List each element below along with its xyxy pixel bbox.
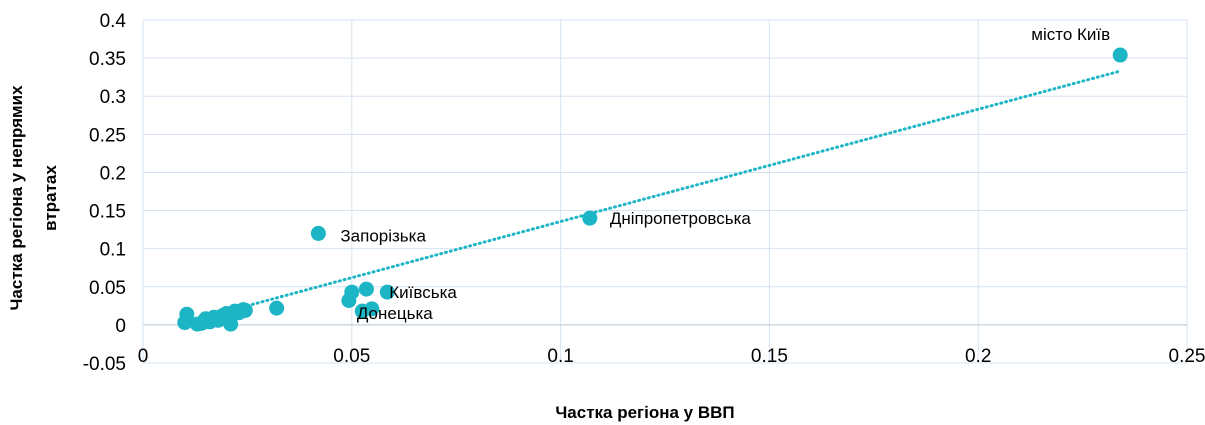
- data-point: [237, 302, 253, 318]
- point-label: Дніпропетровська: [610, 209, 752, 228]
- trendline-group: [183, 69, 1122, 325]
- y-tick-label: 0.15: [89, 202, 126, 223]
- y-tick-label: -0.05: [83, 354, 126, 375]
- data-point: [358, 281, 374, 297]
- grid-lines: [142, 19, 1188, 364]
- y-tick-label: 0: [115, 316, 126, 337]
- data-point: [364, 301, 380, 317]
- data-point: [344, 284, 360, 300]
- data-point: [269, 300, 285, 316]
- data-point: [310, 225, 326, 241]
- y-tick-label: 0.2: [100, 163, 126, 184]
- data-point: [223, 316, 239, 332]
- y-axis-title-line-1: Частка регіона у непрямих: [7, 85, 26, 311]
- y-tick-label: 0.1: [100, 240, 126, 261]
- x-tick-label: 0.15: [751, 346, 788, 367]
- y-tick-label: 0.4: [100, 11, 127, 32]
- y-tick-label: 0.05: [89, 278, 126, 299]
- point-label: Київська: [389, 283, 457, 302]
- y-tick-labels: -0.05 0 0.05 0.1 0.15 0.2 0.25 0.3 0.35 0.4: [83, 11, 127, 375]
- trendline: [183, 69, 1122, 325]
- point-label: Донецька: [357, 304, 433, 323]
- x-axis-title: Частка регіона у ВВП: [555, 403, 734, 422]
- data-points: [177, 47, 1128, 332]
- data-point: [1112, 47, 1128, 63]
- x-tick-label: 0.25: [1169, 346, 1205, 367]
- y-axis-title: Частка регіона у непрямих втратах: [7, 85, 60, 311]
- data-point: [379, 284, 395, 300]
- x-tick-label: 0.1: [547, 346, 573, 367]
- y-tick-label: 0.35: [89, 49, 126, 70]
- data-point: [582, 210, 598, 226]
- point-label: місто Київ: [1031, 25, 1110, 44]
- data-point: [179, 306, 195, 322]
- y-axis-title-line-2: втратах: [41, 165, 60, 231]
- y-tick-label: 0.25: [89, 125, 126, 146]
- x-tick-labels: 0 0.05 0.1 0.15 0.2 0.25: [138, 346, 1205, 367]
- x-tick-label: 0.2: [965, 346, 991, 367]
- x-tick-label: 0: [138, 346, 149, 367]
- point-label: Запорізька: [340, 226, 426, 245]
- x-tick-label: 0.05: [333, 346, 370, 367]
- point-labels: Запорізька Донецька Київська Дніпропетровсь…: [340, 25, 1110, 323]
- y-tick-label: 0.3: [100, 87, 126, 108]
